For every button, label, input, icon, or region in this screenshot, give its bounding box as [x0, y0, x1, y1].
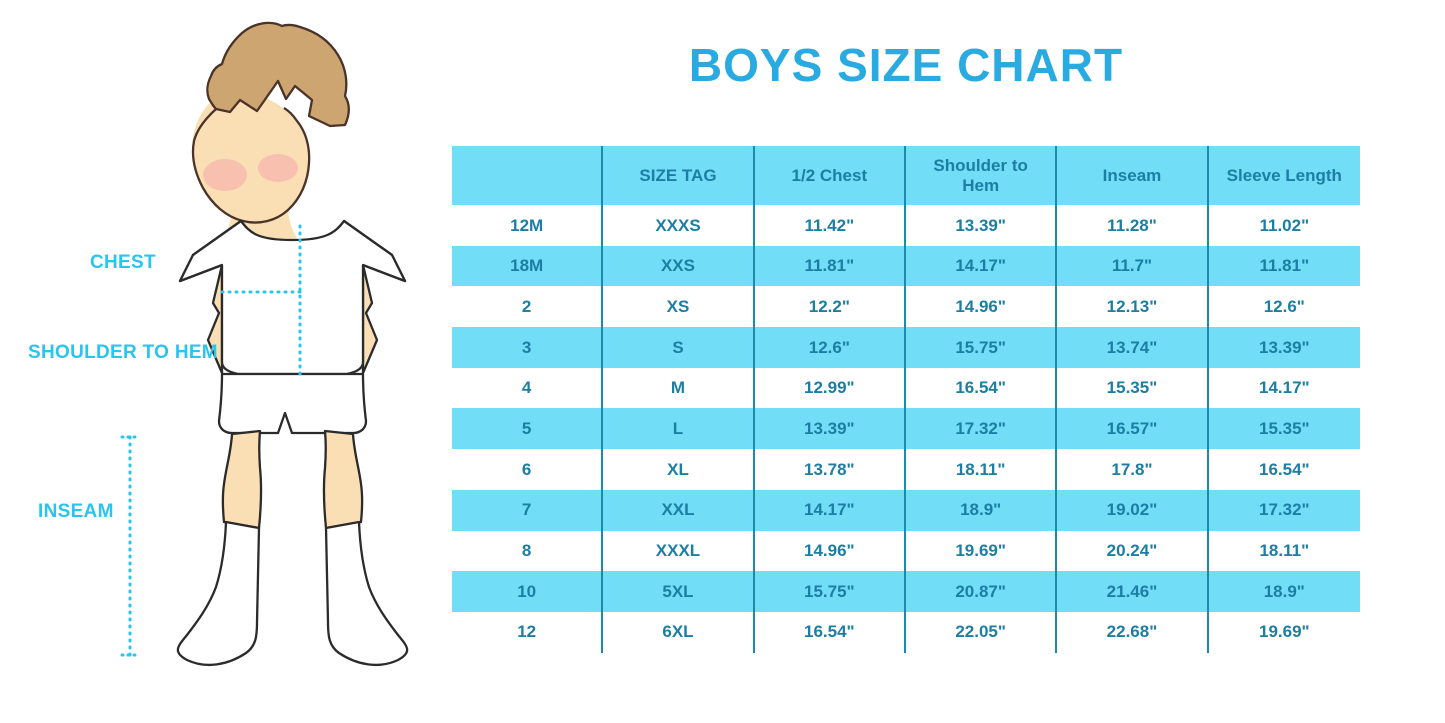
svg-text:INSEAM: INSEAM — [38, 501, 114, 522]
svg-text:SHOULDER TO HEM: SHOULDER TO HEM — [28, 342, 218, 363]
svg-text:CHEST: CHEST — [90, 252, 156, 273]
